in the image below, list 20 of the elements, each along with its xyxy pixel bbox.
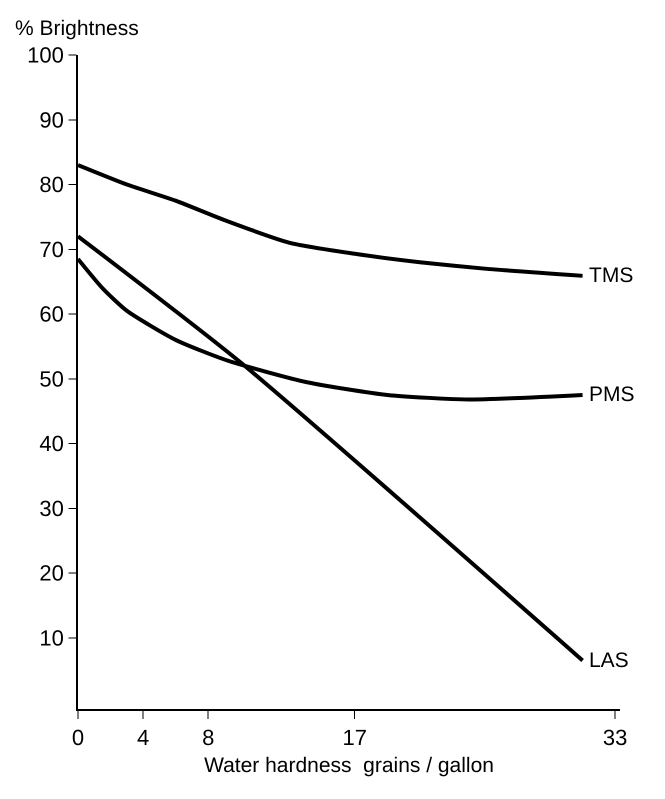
y-tick-label: 80 (39, 172, 64, 198)
y-axis-title: % Brightness (15, 17, 139, 40)
x-tick-label: 8 (202, 725, 214, 750)
y-tick-label: 70 (39, 236, 64, 262)
x-tick-label: 17 (342, 725, 367, 750)
y-tick-label: 10 (39, 625, 64, 650)
x-tick-label: 4 (136, 725, 150, 750)
series-label: LAS (589, 649, 629, 672)
y-tick-label: 100 (27, 42, 64, 68)
y-tick-label: 20 (39, 560, 64, 586)
x-axis-title: Water hardness grains / gallon (204, 754, 494, 777)
y-tick-label: 30 (39, 496, 64, 521)
y-tick-label: 50 (39, 366, 64, 392)
series-label: TMS (589, 264, 634, 287)
y-tick-label: 90 (39, 107, 64, 132)
y-tick-label: 40 (39, 431, 64, 456)
y-tick-label: 60 (39, 302, 64, 327)
x-tick-label: 0 (72, 725, 84, 750)
series-label: PMS (589, 383, 635, 406)
x-tick-label: 33 (602, 725, 628, 750)
